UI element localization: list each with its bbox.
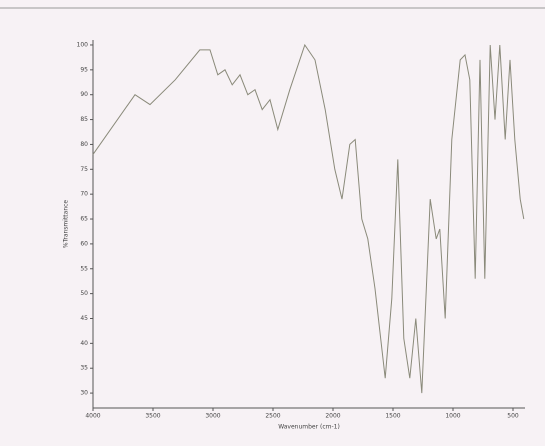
y-tick-label: 45 [80, 315, 88, 322]
y-tick-label: 85 [80, 116, 88, 123]
y-tick-label: 100 [77, 41, 89, 48]
y-tick-label: 75 [80, 166, 88, 173]
y-tick-label: 65 [80, 216, 88, 223]
y-tick-label: 95 [80, 66, 88, 73]
x-tick-label: 1000 [445, 413, 460, 420]
y-tick-label: 35 [80, 365, 88, 372]
y-tick-label: 60 [80, 240, 88, 247]
y-tick-label: 80 [80, 141, 88, 148]
y-tick-label: 30 [80, 390, 88, 397]
x-tick-label: 3500 [145, 413, 160, 420]
x-tick-label: 2000 [325, 413, 340, 420]
x-tick-label: 500 [507, 413, 519, 420]
y-tick-label: 70 [80, 191, 88, 198]
y-axis-label: %Transmittance [63, 200, 70, 249]
y-tick-label: 50 [80, 290, 88, 297]
y-tick-label: 55 [80, 265, 88, 272]
spectrum-line [92, 43, 525, 394]
x-tick-label: 1500 [385, 413, 400, 420]
x-tick-label: 2500 [265, 413, 280, 420]
x-tick-label: 3000 [205, 413, 220, 420]
x-tick-label: 4000 [85, 413, 100, 420]
y-tick-label: 40 [80, 340, 88, 347]
y-tick-label: 90 [80, 91, 88, 98]
x-axis-label: Wavenumber (cm-1) [278, 424, 340, 431]
